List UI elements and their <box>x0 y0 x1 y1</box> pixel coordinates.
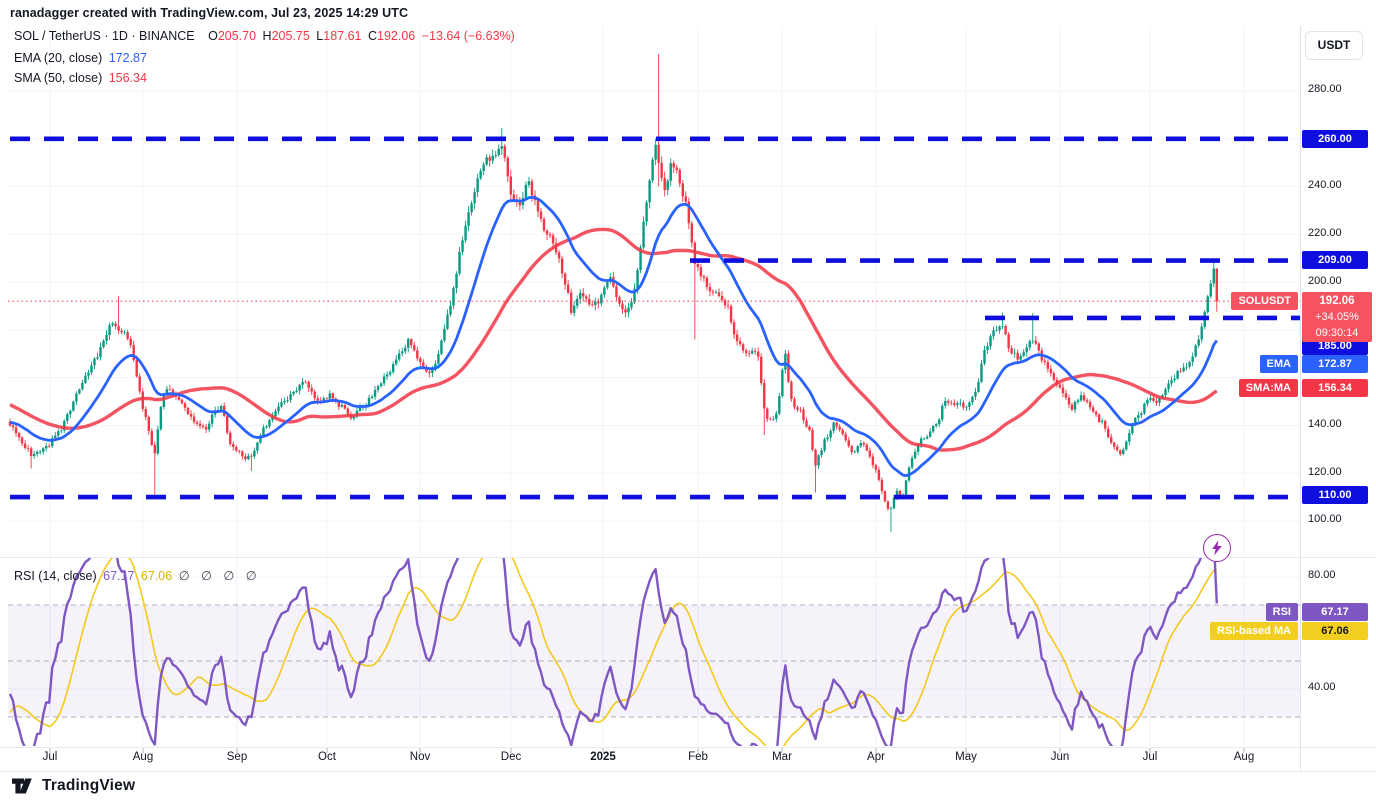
time-axis-border <box>0 747 1376 748</box>
symbol-price-tag: SOLUSDT <box>1231 292 1298 310</box>
last-price-value: 192.06 <box>1319 295 1355 307</box>
time-axis-label: Jul <box>1142 751 1158 763</box>
time-axis-label: Aug <box>132 751 154 763</box>
time-axis-label: Dec <box>500 751 522 763</box>
price-axis-label: 220.00 <box>1308 227 1342 239</box>
footer-border <box>0 771 1376 772</box>
bar-countdown: 09:30:14 <box>1315 327 1359 339</box>
symbol-legend[interactable]: SOL / TetherUS · 1D · BINANCE O205.70 H2… <box>14 29 518 43</box>
high-label: H <box>262 29 272 43</box>
rsi-value-badge: 67.17 <box>1302 603 1368 621</box>
price-axis-label: 80.00 <box>1308 569 1336 581</box>
sma-legend[interactable]: SMA (50, close) 156.34 <box>14 71 150 85</box>
sma-label: SMA (50, close) <box>14 71 103 85</box>
level-209-badge: 209.00 <box>1302 251 1368 269</box>
time-axis-label: Feb <box>688 751 708 763</box>
rsi-tag: RSI <box>1265 603 1298 621</box>
time-axis-label: 2025 <box>590 751 616 763</box>
time-axis-label: Jun <box>1050 751 1070 763</box>
sma-value-badge: 156.34 <box>1302 379 1368 397</box>
low-value: 187.61 <box>323 29 362 43</box>
axis-separator <box>1300 26 1301 771</box>
open-label: O <box>208 29 218 43</box>
ema-value: 172.87 <box>108 51 147 65</box>
rsi-ma-value: 67.06 <box>140 569 173 583</box>
time-axis-label: May <box>955 751 977 763</box>
last-price-badge: 192.06 +34.05% 09:30:14 <box>1302 292 1372 342</box>
time-axis-label: Sep <box>226 751 248 763</box>
level-260-badge: 260.00 <box>1302 130 1368 148</box>
level-110-badge: 110.00 <box>1302 486 1368 504</box>
time-axis-label: Jul <box>42 751 58 763</box>
open-value: 205.70 <box>217 29 257 43</box>
price-axis-label: 280.00 <box>1308 83 1342 95</box>
price-axis-label: 140.00 <box>1308 418 1342 430</box>
sma-tag: SMA:MA <box>1238 379 1298 397</box>
close-label: C <box>367 29 377 43</box>
panel-divider[interactable] <box>0 557 1376 558</box>
flash-icon[interactable] <box>1203 534 1231 562</box>
price-axis-label: 200.00 <box>1308 275 1342 287</box>
price-axis-label: 240.00 <box>1308 179 1342 191</box>
change-value: −13.64 (−6.63%) <box>421 29 515 43</box>
price-axis-label: 40.00 <box>1308 681 1336 693</box>
symbol-title: SOL / TetherUS · 1D · BINANCE <box>14 29 195 43</box>
time-axis-label: Nov <box>409 751 431 763</box>
high-value: 205.75 <box>271 29 310 43</box>
close-value: 192.06 <box>377 29 416 43</box>
time-axis-label: Oct <box>318 751 336 763</box>
tradingview-logo[interactable]: TradingView <box>12 777 135 795</box>
ema-label: EMA (20, close) <box>14 51 103 65</box>
sma-value: 156.34 <box>108 71 147 85</box>
time-axis-label: Aug <box>1233 751 1255 763</box>
time-axis-label: Apr <box>867 751 885 763</box>
rsi-label: RSI (14, close) <box>14 569 97 583</box>
time-axis-label: Mar <box>772 751 792 763</box>
rsi-legend[interactable]: RSI (14, close) 67.17 67.06 ∅ ∅ ∅ ∅ <box>14 568 264 583</box>
price-axis-label: 120.00 <box>1308 466 1342 478</box>
currency-unit-button[interactable]: USDT <box>1305 31 1363 60</box>
rsi-ma-value-badge: 67.06 <box>1302 622 1368 640</box>
tradingview-wordmark: TradingView <box>42 777 136 794</box>
change-percent: +34.05% <box>1315 311 1359 323</box>
rsi-ma-tag: RSI-based MA <box>1210 622 1298 640</box>
price-axis-label: 100.00 <box>1308 513 1342 525</box>
ema-value-badge: 172.87 <box>1302 355 1368 373</box>
attribution-text: ranadagger created with TradingView.com,… <box>10 6 409 20</box>
rsi-empty-slots: ∅ ∅ ∅ ∅ <box>178 569 261 583</box>
rsi-value: 67.17 <box>103 569 135 583</box>
tradingview-mark-icon <box>12 778 32 794</box>
low-label: L <box>316 29 324 43</box>
ema-tag: EMA <box>1259 355 1298 373</box>
lightning-glyph <box>1212 540 1222 556</box>
ema-legend[interactable]: EMA (20, close) 172.87 <box>14 51 150 65</box>
